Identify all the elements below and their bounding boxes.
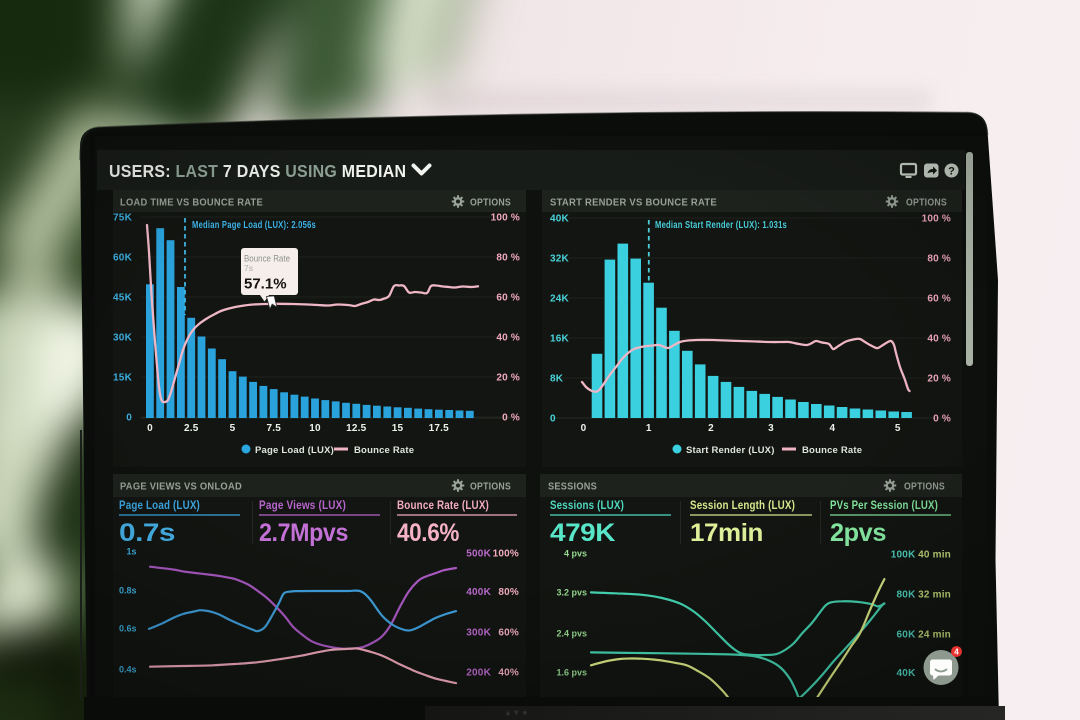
svg-text:300K: 300K	[466, 628, 491, 639]
svg-text:3.2 pvs: 3.2 pvs	[556, 587, 587, 597]
svg-text:20 %: 20 %	[927, 374, 951, 385]
svg-text:32K: 32K	[550, 254, 570, 265]
svg-text:0: 0	[147, 423, 153, 434]
svg-text:100%: 100%	[493, 549, 519, 560]
svg-text:OPTIONS: OPTIONS	[470, 197, 511, 209]
svg-text:0 %: 0 %	[502, 413, 520, 424]
svg-text:1s: 1s	[126, 546, 136, 556]
svg-text:?: ?	[948, 166, 955, 178]
svg-text:Start Render (LUX): Start Render (LUX)	[686, 445, 775, 456]
svg-text:Bounce Rate: Bounce Rate	[802, 445, 862, 456]
svg-text:479K: 479K	[550, 519, 615, 547]
svg-text:15: 15	[392, 423, 404, 434]
svg-text:75K: 75K	[113, 213, 133, 224]
svg-text:Page Load (LUX): Page Load (LUX)	[255, 445, 334, 456]
svg-text:Page Views (LUX): Page Views (LUX)	[259, 500, 346, 512]
svg-text:PAGE VIEWS VS ONLOAD: PAGE VIEWS VS ONLOAD	[120, 481, 242, 493]
svg-text:15K: 15K	[113, 373, 133, 384]
svg-text:200K: 200K	[466, 668, 491, 679]
svg-text:0: 0	[550, 414, 556, 425]
svg-text:40 %: 40 %	[927, 334, 951, 345]
svg-text:20 %: 20 %	[496, 373, 520, 384]
svg-text:80 %: 80 %	[496, 253, 520, 264]
svg-text:80K: 80K	[897, 589, 917, 600]
svg-text:Median Page Load (LUX): 2.056s: Median Page Load (LUX): 2.056s	[192, 220, 316, 231]
svg-text:16K: 16K	[550, 334, 570, 345]
svg-text:32 min: 32 min	[918, 589, 951, 600]
svg-text:40K: 40K	[897, 668, 917, 679]
svg-text:0.6s: 0.6s	[119, 623, 137, 633]
svg-text:0 %: 0 %	[933, 414, 951, 425]
svg-text:40%: 40%	[498, 668, 519, 679]
svg-text:24 min: 24 min	[918, 629, 951, 640]
svg-text:60 %: 60 %	[927, 294, 951, 305]
svg-text:0: 0	[581, 423, 587, 434]
svg-text:17.5: 17.5	[429, 423, 450, 434]
svg-text:4: 4	[830, 423, 836, 434]
svg-text:100K: 100K	[891, 550, 916, 561]
svg-text:10: 10	[309, 423, 321, 434]
svg-text:100 %: 100 %	[491, 213, 520, 224]
svg-text:Session Length (LUX): Session Length (LUX)	[690, 500, 795, 512]
svg-text:2.7Mpvs: 2.7Mpvs	[259, 519, 348, 547]
svg-text:4: 4	[954, 647, 959, 656]
svg-text:Page Load (LUX): Page Load (LUX)	[119, 500, 200, 512]
svg-text:Bounce Rate: Bounce Rate	[244, 254, 290, 264]
svg-text:80%: 80%	[498, 587, 519, 598]
svg-text:5: 5	[895, 423, 901, 434]
svg-text:7s: 7s	[244, 263, 253, 273]
svg-text:17min: 17min	[690, 519, 763, 547]
svg-text:5: 5	[230, 423, 236, 434]
svg-text:0.4s: 0.4s	[119, 664, 137, 674]
svg-text:500K: 500K	[466, 549, 491, 560]
svg-text:Bounce Rate (LUX): Bounce Rate (LUX)	[397, 500, 489, 512]
svg-text:60 %: 60 %	[496, 293, 520, 304]
svg-text:100 %: 100 %	[922, 214, 951, 225]
svg-text:24K: 24K	[550, 294, 570, 305]
svg-text:Sessions (LUX): Sessions (LUX)	[550, 500, 624, 512]
svg-text:40 min: 40 min	[918, 550, 951, 561]
svg-text:1: 1	[646, 423, 652, 434]
svg-text:8K: 8K	[550, 374, 564, 385]
svg-text:60%: 60%	[498, 628, 519, 639]
svg-text:400K: 400K	[466, 587, 491, 598]
svg-text:0: 0	[126, 413, 132, 424]
svg-text:60K: 60K	[897, 629, 917, 640]
svg-text:60K: 60K	[113, 253, 133, 264]
svg-text:45K: 45K	[113, 293, 133, 304]
svg-text:PVs Per Session (LUX): PVs Per Session (LUX)	[830, 500, 938, 512]
svg-text:Bounce Rate: Bounce Rate	[354, 445, 414, 456]
svg-text:0.7s: 0.7s	[119, 519, 175, 547]
svg-text:OPTIONS: OPTIONS	[906, 197, 947, 209]
svg-text:40 %: 40 %	[496, 333, 520, 344]
svg-text:2: 2	[708, 423, 714, 434]
svg-text:OPTIONS: OPTIONS	[904, 481, 945, 493]
svg-text:4 pvs: 4 pvs	[564, 549, 587, 559]
svg-text:30K: 30K	[113, 333, 133, 344]
svg-text:2pvs: 2pvs	[830, 519, 886, 547]
svg-text:START RENDER VS BOUNCE RATE: START RENDER VS BOUNCE RATE	[550, 197, 717, 209]
svg-text:57.1%: 57.1%	[244, 276, 287, 293]
svg-text:7.5: 7.5	[267, 423, 282, 434]
svg-text:80 %: 80 %	[927, 254, 951, 265]
svg-text:12.5: 12.5	[346, 423, 367, 434]
svg-text:40K: 40K	[550, 214, 570, 225]
svg-text:1.6 pvs: 1.6 pvs	[556, 667, 587, 677]
svg-text:Median Start Render (LUX): 1.0: Median Start Render (LUX): 1.031s	[655, 220, 787, 231]
svg-text:LOAD TIME VS BOUNCE RATE: LOAD TIME VS BOUNCE RATE	[120, 197, 263, 209]
svg-text:OPTIONS: OPTIONS	[470, 481, 511, 493]
svg-text:SESSIONS: SESSIONS	[548, 481, 597, 493]
svg-text:40.6%: 40.6%	[397, 519, 459, 547]
svg-text:2.4 pvs: 2.4 pvs	[556, 628, 587, 638]
svg-text:0.8s: 0.8s	[119, 585, 137, 595]
svg-text:3: 3	[768, 423, 774, 434]
svg-text:2.5: 2.5	[184, 423, 199, 434]
